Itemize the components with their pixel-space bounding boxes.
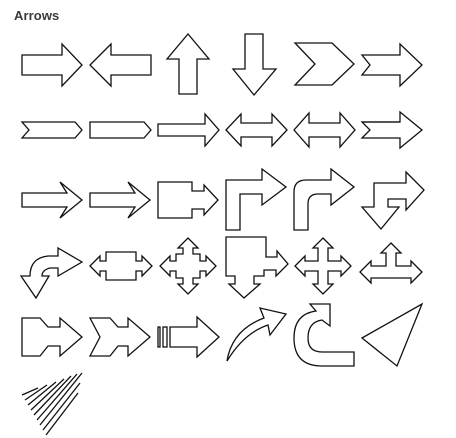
striped-right-arrow-icon[interactable]	[360, 110, 424, 150]
down-arrow-callout-icon[interactable]	[225, 236, 289, 299]
bent-up-arrow-icon[interactable]	[360, 170, 425, 231]
left-right-callout-icon[interactable]	[89, 251, 153, 281]
wide-left-right-arrow-icon[interactable]	[293, 111, 356, 149]
u-turn-arrow-icon[interactable]	[293, 303, 355, 367]
curved-right-arrow-icon[interactable]	[226, 307, 288, 362]
up-arrow-icon[interactable]	[165, 32, 211, 95]
thin-right-arrow-icon[interactable]	[157, 112, 220, 148]
four-way-callout-icon[interactable]	[159, 237, 217, 295]
right-arrow-callout-icon[interactable]	[157, 181, 219, 219]
pentagon-chevron-icon[interactable]	[20, 121, 83, 139]
pentagon-block-icon[interactable]	[89, 121, 152, 139]
long-right-arrow-icon[interactable]	[21, 181, 84, 219]
bent-arrow-icon[interactable]	[225, 167, 288, 231]
hatched-arrow-icon[interactable]	[21, 372, 83, 436]
chevron-double-arrow-icon[interactable]	[88, 316, 151, 358]
right-arrow-icon[interactable]	[21, 42, 83, 88]
notched-right-arrow-icon[interactable]	[360, 42, 423, 88]
curved-down-arrow-icon[interactable]	[19, 246, 84, 300]
left-right-up-arrow-icon[interactable]	[359, 242, 423, 285]
striped-block-arrow-icon[interactable]	[157, 315, 220, 359]
left-arrow-icon[interactable]	[89, 42, 152, 88]
rounded-bent-arrow-icon[interactable]	[293, 167, 356, 231]
down-arrow-icon[interactable]	[231, 33, 278, 97]
quad-arrow-icon[interactable]	[294, 237, 352, 295]
left-right-arrow-icon[interactable]	[225, 112, 288, 148]
gallery-title: Arrows	[14, 8, 60, 23]
long-right-arrow-2-icon[interactable]	[89, 181, 152, 219]
triangle-pointer-icon[interactable]	[360, 302, 424, 368]
chevron-right-icon[interactable]	[293, 42, 355, 86]
chevron-tail-arrow-icon[interactable]	[21, 316, 83, 358]
